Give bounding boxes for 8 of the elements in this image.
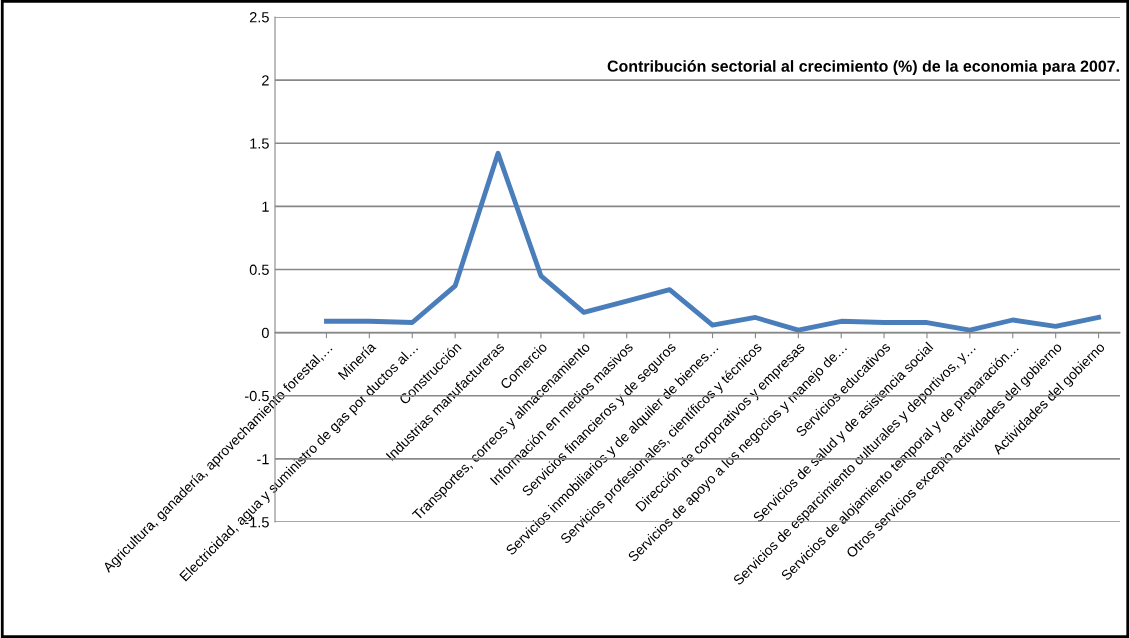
y-tick-label: 1.5 — [250, 138, 269, 149]
line-series — [324, 150, 1101, 333]
text: Contribución sectorial al crecimiento (%) de la economia para 2007. — [607, 59, 1119, 76]
y-tick-label: 0.5 — [249, 264, 269, 275]
y-tick-label: 2 — [262, 75, 269, 86]
y-tick-label: 2.5 — [249, 12, 269, 23]
y-tick-label: 1 — [262, 201, 269, 212]
y-tick-label: 0 — [261, 327, 269, 339]
